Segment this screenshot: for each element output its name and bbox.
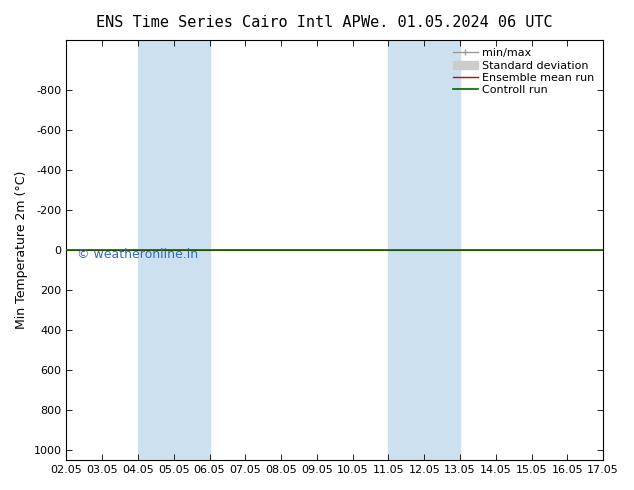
Text: ENS Time Series Cairo Intl AP: ENS Time Series Cairo Intl AP: [96, 15, 361, 30]
Y-axis label: Min Temperature 2m (°C): Min Temperature 2m (°C): [15, 171, 28, 329]
Text: © weatheronline.in: © weatheronline.in: [77, 248, 198, 261]
Bar: [389, 40, 460, 460]
Bar: [138, 40, 210, 460]
Legend: min/max, Standard deviation, Ensemble mean run, Controll run: min/max, Standard deviation, Ensemble me…: [450, 45, 598, 98]
Text: We. 01.05.2024 06 UTC: We. 01.05.2024 06 UTC: [361, 15, 552, 30]
